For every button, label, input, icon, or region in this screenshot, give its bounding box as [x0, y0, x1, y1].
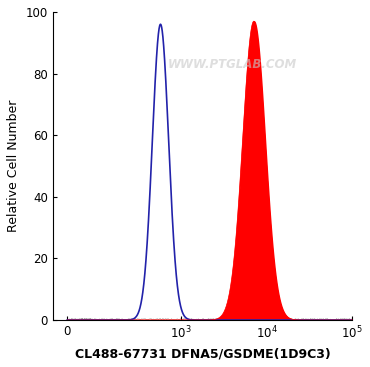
X-axis label: CL488-67731 DFNA5/GSDME(1D9C3): CL488-67731 DFNA5/GSDME(1D9C3) — [75, 347, 330, 360]
Text: WWW.PTGLAB.COM: WWW.PTGLAB.COM — [168, 58, 297, 71]
Y-axis label: Relative Cell Number: Relative Cell Number — [7, 100, 20, 232]
